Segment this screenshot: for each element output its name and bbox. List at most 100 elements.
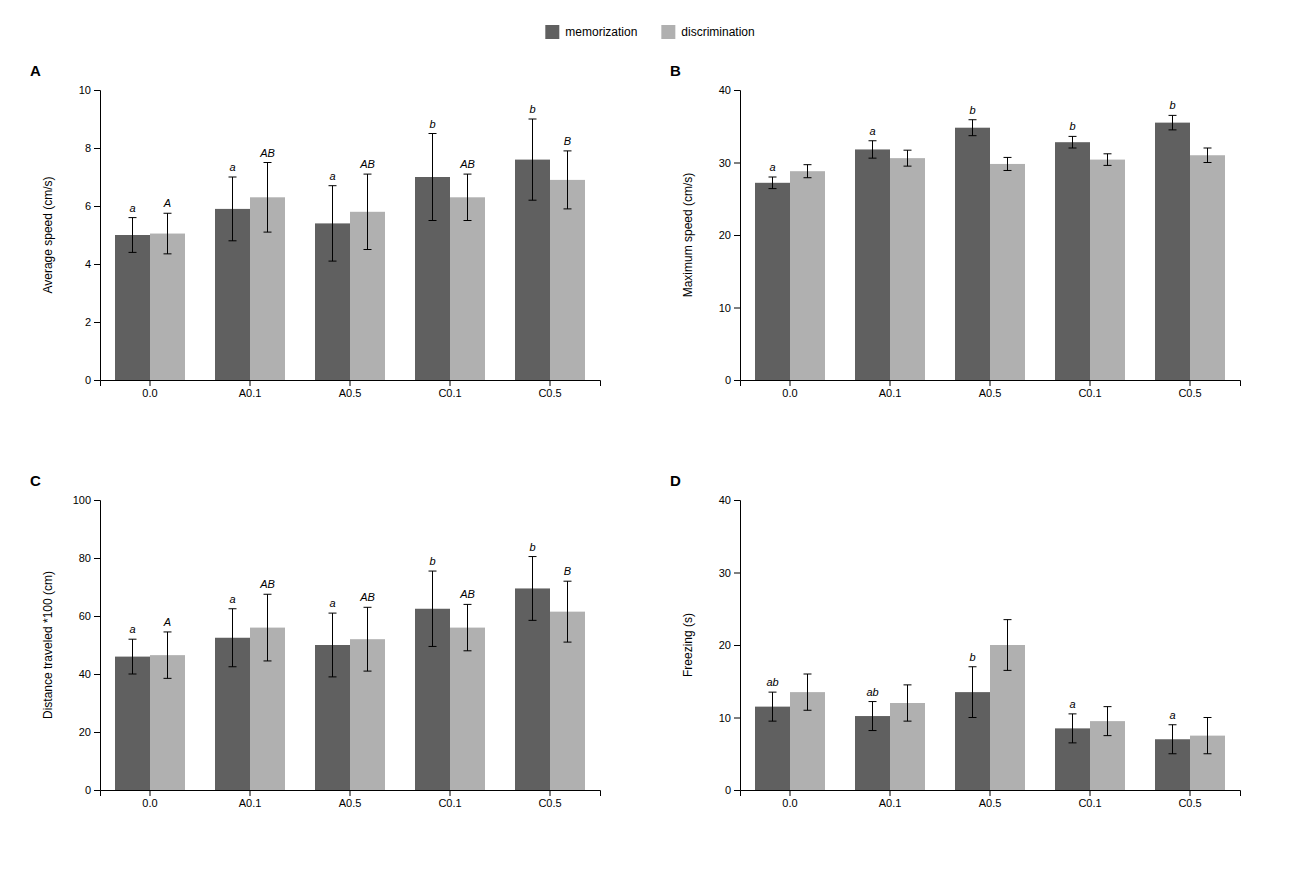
tick-mark: [94, 790, 100, 791]
tick-mark: [1090, 790, 1091, 796]
axis-line: [734, 91, 741, 381]
panel: aabbb0102030400.0A0.1A0.5C0.1C0.5Maximum…: [670, 62, 1241, 399]
error-bar: [529, 557, 537, 621]
x-tick: A0.1: [239, 380, 262, 399]
annotation: B: [564, 135, 571, 147]
axis-line: [741, 381, 1241, 387]
bar: [450, 197, 485, 380]
bar: [1090, 160, 1125, 380]
tick-mark: [990, 380, 991, 386]
panel-label: D: [670, 472, 681, 489]
y-tick: 0: [725, 374, 740, 386]
error-bar: [904, 685, 912, 721]
error-bar: [229, 609, 237, 667]
tick-mark: [734, 500, 740, 501]
y-tick: 80: [79, 552, 100, 564]
tick-label: 0: [85, 374, 91, 386]
tick-label: A0.1: [239, 797, 262, 809]
error-bar: [429, 134, 437, 221]
tick-mark: [734, 163, 740, 164]
y-tick: 40: [719, 494, 740, 506]
tick-label: 60: [79, 610, 91, 622]
tick-mark: [94, 206, 100, 207]
panel: ababbaa0102030400.0A0.1A0.5C0.1C0.5Freez…: [670, 472, 1241, 809]
bar: [890, 158, 925, 380]
tick-mark: [890, 790, 891, 796]
tick-mark: [250, 790, 251, 796]
y-tick: 100: [73, 494, 100, 506]
x-tick: 0.0: [142, 380, 157, 399]
y-axis: 010203040: [719, 494, 741, 796]
y-tick: 10: [79, 84, 100, 96]
tick-label: 0.0: [782, 387, 797, 399]
error-bar: [1204, 148, 1212, 163]
annotations: aabbb: [769, 99, 1175, 173]
bar: [990, 164, 1025, 380]
legend-swatch: [661, 25, 675, 39]
tick-label: 30: [719, 567, 731, 579]
x-axis: 0.0A0.1A0.5C0.1C0.5: [741, 790, 1241, 809]
plot-area: [755, 620, 1225, 790]
error-bar: [264, 594, 272, 661]
x-tick: A0.1: [879, 380, 902, 399]
error-bar: [429, 571, 437, 646]
bar: [790, 171, 825, 380]
y-axis-label: Average speed (cm/s): [41, 176, 55, 293]
y-tick: 10: [719, 712, 740, 724]
error-bar: [529, 119, 537, 200]
tick-mark: [734, 645, 740, 646]
annotation: a: [1169, 709, 1175, 721]
error-bar: [1069, 136, 1077, 148]
annotation: ab: [866, 686, 878, 698]
tick-label: 80: [79, 552, 91, 564]
x-tick: A0.1: [879, 790, 902, 809]
legend-label: memorization: [565, 25, 637, 39]
annotation: b: [429, 118, 435, 130]
error-bar: [464, 174, 472, 220]
error-bar: [969, 667, 977, 718]
x-tick: A0.1: [239, 790, 262, 809]
tick-mark: [1090, 380, 1091, 386]
error-bar: [869, 702, 877, 731]
tick-mark: [250, 380, 251, 386]
tick-label: A0.1: [239, 387, 262, 399]
error-bar: [1069, 714, 1077, 743]
legend-item: discrimination: [661, 25, 754, 39]
tick-label: A0.1: [879, 387, 902, 399]
tick-mark: [734, 573, 740, 574]
axis-line: [101, 381, 601, 387]
tick-label: 6: [85, 200, 91, 212]
x-tick: 0.0: [782, 790, 797, 809]
x-tick: C0.5: [1178, 790, 1201, 809]
y-tick: 30: [719, 157, 740, 169]
y-axis-label: Freezing (s): [681, 613, 695, 677]
y-tick: 0: [85, 784, 100, 796]
tick-mark: [1190, 380, 1191, 386]
bar: [755, 183, 790, 380]
tick-label: 4: [85, 258, 91, 270]
error-bar: [804, 165, 812, 178]
plot-area: [755, 115, 1225, 380]
tick-mark: [450, 790, 451, 796]
tick-mark: [890, 380, 891, 386]
annotation: b: [529, 103, 535, 115]
tick-label: 20: [719, 639, 731, 651]
annotation: AB: [259, 578, 275, 590]
legend-label: discrimination: [681, 25, 754, 39]
bar: [1190, 155, 1225, 380]
annotation: A: [163, 616, 171, 628]
annotation: a: [329, 597, 335, 609]
y-tick: 2: [85, 316, 100, 328]
tick-mark: [790, 790, 791, 796]
x-axis: 0.0A0.1A0.5C0.1C0.5: [741, 380, 1241, 399]
annotation: a: [229, 161, 235, 173]
tick-mark: [94, 90, 100, 91]
annotation: A: [163, 197, 171, 209]
y-tick: 0: [85, 374, 100, 386]
axis-line: [734, 501, 741, 791]
annotation: b: [1069, 120, 1075, 132]
error-bar: [129, 639, 137, 674]
error-bar: [164, 632, 172, 678]
error-bar: [1169, 725, 1177, 754]
error-bar: [129, 218, 137, 253]
